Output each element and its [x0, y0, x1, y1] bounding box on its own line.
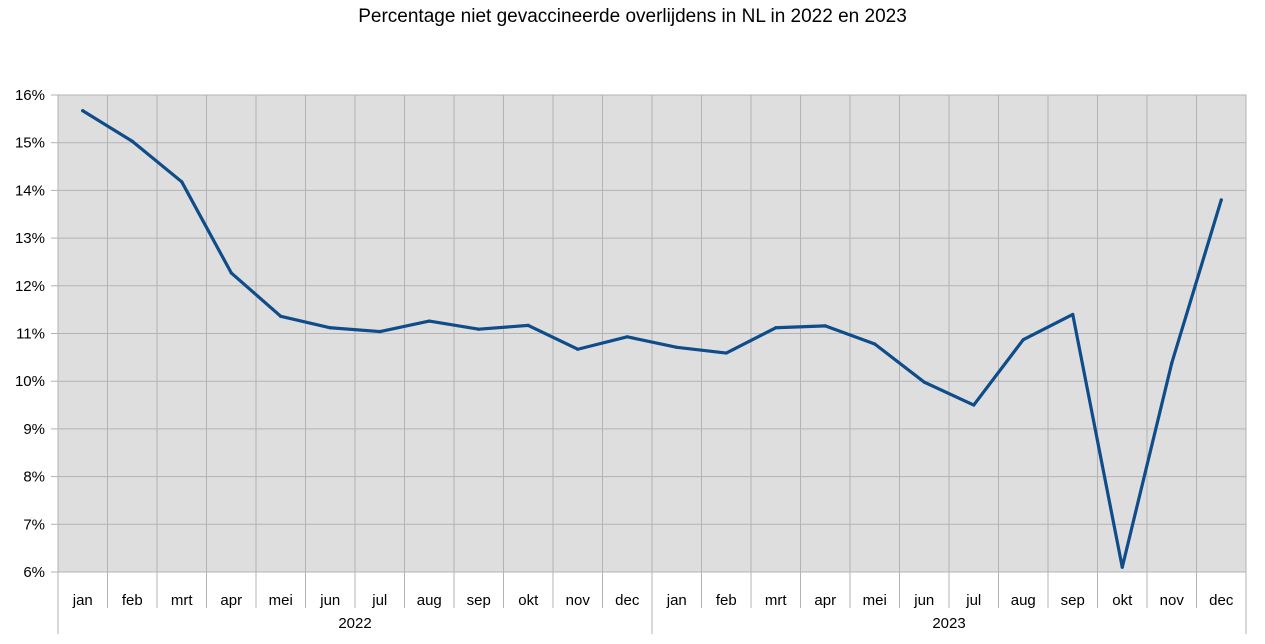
data-point — [477, 327, 481, 331]
data-point — [1071, 312, 1075, 317]
y-tick-label: 15% — [15, 135, 45, 152]
data-point — [1219, 198, 1223, 202]
x-tick-label: jun — [913, 592, 934, 609]
data-point — [427, 319, 431, 323]
y-tick-label: 13% — [15, 230, 45, 247]
x-tick-label: nov — [566, 592, 591, 609]
x-axis-ticks: jan feb mrt apr mei jun jul aug sep okt nov dec jan f… — [57, 572, 1247, 634]
x-tick-label: jun — [319, 592, 340, 609]
data-point — [1021, 338, 1025, 342]
data-point — [774, 326, 778, 330]
x-tick-label: aug — [1011, 592, 1036, 609]
data-point — [526, 323, 530, 327]
x-tick-label: jan — [72, 592, 93, 609]
x-tick-label: feb — [122, 592, 143, 609]
x-tick-label: okt — [518, 592, 539, 609]
x-tick-label: feb — [716, 592, 737, 609]
x-tick-label: jan — [666, 592, 687, 609]
data-point — [81, 109, 85, 113]
data-point — [823, 324, 827, 328]
x-tick-label: nov — [1160, 592, 1185, 609]
data-point — [279, 314, 283, 318]
x-tick-label: dec — [1209, 592, 1234, 609]
gridlines — [58, 94, 1246, 573]
x-tick-label: aug — [417, 592, 442, 609]
data-point — [922, 380, 926, 384]
data-point — [1170, 361, 1174, 365]
y-tick-label: 14% — [15, 182, 45, 199]
data-point — [972, 403, 976, 407]
y-tick-label: 9% — [23, 421, 45, 438]
data-point — [229, 271, 233, 275]
data-point — [130, 139, 134, 143]
y-tick-label: 16% — [15, 87, 45, 104]
x-tick-label: jul — [965, 592, 981, 609]
data-point — [724, 351, 728, 355]
x-tick-label: apr — [220, 592, 242, 609]
data-point — [1120, 565, 1124, 569]
data-point — [873, 342, 877, 346]
x-tick-label: mrt — [765, 592, 787, 609]
x-tick-label: mrt — [171, 592, 193, 609]
data-point — [328, 326, 332, 330]
x-tick-label: dec — [615, 592, 640, 609]
x-group-label: 2023 — [932, 615, 965, 632]
data-point — [576, 347, 580, 351]
y-tick-label: 12% — [15, 278, 45, 295]
y-tick-label: 8% — [23, 469, 45, 486]
series-line — [81, 109, 1223, 569]
series-layer — [81, 109, 1223, 569]
x-tick-label: sep — [1061, 592, 1085, 609]
y-axis-ticks: 6% 7% 8% 9% 10% 11% 12% 13% 14% 15% 16% — [15, 87, 58, 581]
x-tick-label: okt — [1112, 592, 1133, 609]
x-tick-label: mei — [269, 592, 293, 609]
x-tick-label: jul — [371, 592, 387, 609]
y-tick-label: 11% — [16, 326, 45, 343]
y-tick-label: 7% — [23, 516, 45, 533]
y-tick-label: 6% — [23, 564, 45, 581]
data-point — [625, 335, 629, 339]
data-point — [378, 329, 382, 334]
y-tick-label: 10% — [15, 373, 45, 390]
x-tick-label: sep — [467, 592, 491, 609]
x-tick-label: apr — [814, 592, 836, 609]
chart-title: Percentage niet gevaccineerde overlijden… — [358, 6, 907, 27]
x-group-label: 2022 — [338, 615, 371, 632]
data-point — [675, 345, 679, 349]
x-tick-label: mei — [863, 592, 887, 609]
data-point — [180, 180, 184, 184]
